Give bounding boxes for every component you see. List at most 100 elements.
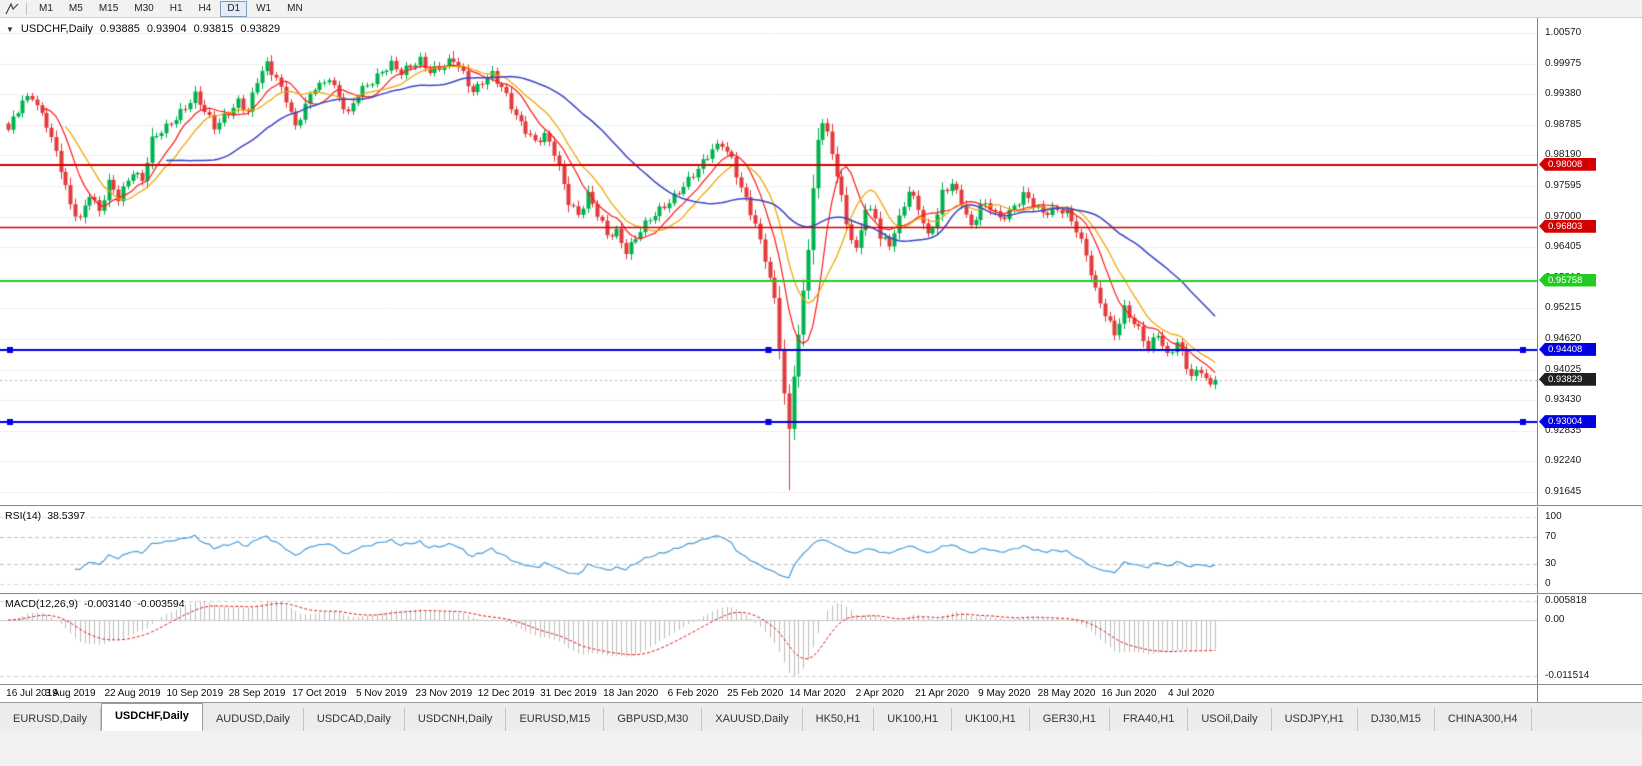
date-label: 21 Apr 2020 <box>915 688 970 699</box>
date-label: 17 Oct 2019 <box>292 688 347 699</box>
rsi-value: 38.5397 <box>47 510 86 522</box>
macd-axis[interactable]: 0.005818 0.00 -0.011514 <box>1537 595 1642 684</box>
price-axis-tick: 0.99975 <box>1545 57 1582 69</box>
tab-usdcnh-daily[interactable]: USDCNH,Daily <box>404 708 507 731</box>
macd-axis-tick: 0.00 <box>1545 614 1565 626</box>
price-axis-tick: 0.97595 <box>1545 180 1582 192</box>
date-label: 31 Dec 2019 <box>540 688 597 699</box>
date-labels: 16 Jul 2019 3 Aug 2019 22 Aug 2019 10 Sep 2… <box>0 685 1537 702</box>
date-label: 22 Aug 2019 <box>104 688 161 699</box>
date-axis-corner <box>1537 685 1642 702</box>
price-axis-tick: 0.95215 <box>1545 302 1582 314</box>
date-label: 10 Sep 2019 <box>166 688 224 699</box>
date-label: 2 Apr 2020 <box>855 688 904 699</box>
panel-splitter[interactable] <box>0 505 1642 507</box>
tab-xauusd-daily[interactable]: XAUUSD,Daily <box>702 708 803 731</box>
timeframe-button-m5[interactable]: M5 <box>68 2 83 14</box>
tab-usdchf-daily[interactable]: USDCHF,Daily <box>100 703 203 731</box>
macd-axis-tick: -0.011514 <box>1545 670 1590 681</box>
macd-name: MACD(12,26,9) <box>5 598 78 610</box>
tab-usdcad-daily[interactable]: USDCAD,Daily <box>303 708 405 731</box>
rsi-axis-tick: 30 <box>1545 557 1557 569</box>
macd-signal-value: -0.003594 <box>137 598 185 610</box>
cursor-chart-icon[interactable] <box>2 2 22 16</box>
chart-symbol-period: USDCHF,Daily <box>20 23 94 35</box>
macd-axis-tick: 0.005818 <box>1545 595 1587 606</box>
timeframe-toolbar: M1 M5 M15 M30 H1 H4 D1 W1 MN <box>0 0 1642 18</box>
price-level-label[interactable]: 0.96803 <box>1539 219 1596 233</box>
bid-price-label[interactable]: 0.93829 <box>1539 372 1596 386</box>
rsi-axis-tick: 0 <box>1545 578 1551 589</box>
timeframe-button-m30[interactable]: M30 <box>134 2 154 14</box>
tab-eurusd-m15[interactable]: EURUSD,M15 <box>506 708 605 731</box>
timeframe-button-w1[interactable]: W1 <box>256 2 272 14</box>
tab-dj30-m15[interactable]: DJ30,M15 <box>1357 708 1435 731</box>
price-level-label[interactable]: 0.94408 <box>1539 342 1596 356</box>
date-label: 3 Aug 2019 <box>44 688 96 699</box>
timeframe-button-mn[interactable]: MN <box>287 2 303 14</box>
collapse-chart-icon[interactable]: ▼ <box>6 24 14 34</box>
date-label: 18 Jan 2020 <box>603 688 659 699</box>
tab-gbpusd-m30[interactable]: GBPUSD,M30 <box>604 708 703 731</box>
date-label: 6 Feb 2020 <box>667 688 719 699</box>
timeframe-buttons: M1 M5 M15 M30 H1 H4 D1 W1 MN <box>31 0 311 17</box>
tab-usoil-daily[interactable]: USOil,Daily <box>1188 708 1272 731</box>
date-label: 28 May 2020 <box>1037 688 1096 699</box>
ohlc-low: 0.93815 <box>193 23 234 35</box>
toolbar-separator <box>26 2 27 15</box>
rsi-canvas[interactable] <box>0 507 1537 593</box>
timeframe-button-h4[interactable]: H4 <box>198 2 212 14</box>
rsi-panel: RSI(14) 38.5397 100 70 30 0 <box>0 507 1642 593</box>
macd-canvas[interactable] <box>0 595 1537 684</box>
date-axis[interactable]: 16 Jul 2019 3 Aug 2019 22 Aug 2019 10 Sep 2… <box>0 684 1642 702</box>
date-label: 4 Jul 2020 <box>1168 688 1215 699</box>
timeframe-button-m15[interactable]: M15 <box>98 2 119 14</box>
timeframe-button-h1[interactable]: H1 <box>169 2 183 14</box>
ohlc-open: 0.93885 <box>100 23 140 35</box>
price-level-label[interactable]: 0.93004 <box>1539 415 1596 429</box>
tab-eurusd-daily[interactable]: EURUSD,Daily <box>0 708 101 731</box>
main-chart-panel: ▼ USDCHF,Daily 0.93885 0.93904 0.93815 0… <box>0 18 1642 505</box>
tab-uk100-h1[interactable]: UK100,H1 <box>874 708 953 731</box>
chart-tab-bar: EURUSD,Daily USDCHF,Daily AUDUSD,Daily USDC… <box>0 702 1642 731</box>
macd-main-value: -0.003140 <box>83 598 132 610</box>
ohlc-close: 0.93829 <box>240 23 281 35</box>
rsi-axis[interactable]: 100 70 30 0 <box>1537 507 1642 593</box>
panel-splitter[interactable] <box>0 593 1642 595</box>
chart-title: ▼ USDCHF,Daily 0.93885 0.93904 0.93815 0… <box>6 23 280 35</box>
ohlc-high: 0.93904 <box>146 23 187 35</box>
date-label: 16 Jun 2020 <box>1101 688 1157 699</box>
price-axis-tick: 0.94025 <box>1545 363 1582 375</box>
tab-hk50-h1[interactable]: HK50,H1 <box>802 708 875 731</box>
tab-china300-h4[interactable]: CHINA300,H4 <box>1434 708 1532 731</box>
date-label: 28 Sep 2019 <box>228 688 286 699</box>
rsi-axis-tick: 100 <box>1545 511 1562 522</box>
price-axis-tick: 0.98190 <box>1545 149 1582 161</box>
tab-usdjpy-h1[interactable]: USDJPY,H1 <box>1271 708 1358 731</box>
rsi-label: RSI(14) 38.5397 <box>5 510 85 522</box>
tab-ger30-h1[interactable]: GER30,H1 <box>1029 708 1110 731</box>
rsi-name: RSI(14) <box>5 510 42 522</box>
price-axis-tick: 0.92835 <box>1545 424 1582 436</box>
price-axis-tick: 0.93430 <box>1545 394 1582 406</box>
main-chart-canvas[interactable] <box>0 18 1537 505</box>
tab-audusd-daily[interactable]: AUDUSD,Daily <box>202 708 304 731</box>
price-level-label[interactable]: 0.98008 <box>1539 157 1596 171</box>
timeframe-button-m1[interactable]: M1 <box>39 2 53 14</box>
price-axis-tick: 0.94620 <box>1545 333 1582 345</box>
price-axis-tick: 0.99380 <box>1545 88 1582 100</box>
macd-label: MACD(12,26,9) -0.003140 -0.003594 <box>5 598 185 610</box>
date-label: 16 Jul 2019 <box>6 688 58 699</box>
timeframe-button-d1[interactable]: D1 <box>220 0 248 17</box>
date-label: 14 Mar 2020 <box>789 688 846 699</box>
tab-uk100-h1[interactable]: UK100,H1 <box>952 708 1030 731</box>
price-axis[interactable]: 1.00570 0.99975 0.99380 0.98785 0.98190 0.975… <box>1537 18 1642 505</box>
price-axis-tick: 0.92240 <box>1545 455 1582 467</box>
tab-fra40-h1[interactable]: FRA40,H1 <box>1110 708 1189 731</box>
price-level-label[interactable]: 0.95758 <box>1539 273 1596 287</box>
window-bottom-strip <box>0 731 1642 766</box>
price-axis-tick: 0.96405 <box>1545 241 1582 253</box>
price-axis-tick: 0.98785 <box>1545 118 1582 130</box>
price-axis-tick: 0.97000 <box>1545 210 1582 222</box>
